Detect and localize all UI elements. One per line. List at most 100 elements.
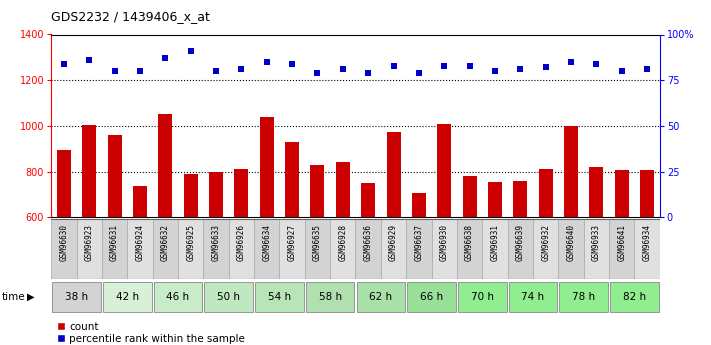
Legend: count, percentile rank within the sample: count, percentile rank within the sample bbox=[56, 322, 245, 344]
Bar bbox=[260, 117, 274, 217]
Text: GSM96927: GSM96927 bbox=[288, 224, 296, 260]
Bar bbox=[203, 219, 229, 279]
Bar bbox=[432, 219, 457, 279]
Bar bbox=[508, 219, 533, 279]
Text: GSM96632: GSM96632 bbox=[161, 224, 170, 260]
Text: 82 h: 82 h bbox=[623, 292, 646, 302]
Bar bbox=[508, 282, 557, 312]
Text: time: time bbox=[2, 292, 26, 302]
Bar bbox=[564, 126, 578, 217]
Text: GSM96930: GSM96930 bbox=[440, 224, 449, 260]
Bar bbox=[406, 219, 432, 279]
Bar bbox=[533, 219, 558, 279]
Text: GSM96640: GSM96640 bbox=[567, 224, 575, 260]
Text: GSM96637: GSM96637 bbox=[415, 224, 423, 260]
Bar bbox=[634, 219, 660, 279]
Text: 74 h: 74 h bbox=[521, 292, 545, 302]
Point bbox=[565, 59, 577, 65]
Bar bbox=[52, 282, 101, 312]
Text: GDS2232 / 1439406_x_at: GDS2232 / 1439406_x_at bbox=[51, 10, 210, 23]
Bar bbox=[609, 219, 634, 279]
Bar bbox=[558, 219, 584, 279]
Text: GSM96925: GSM96925 bbox=[186, 224, 195, 260]
Bar bbox=[305, 219, 330, 279]
Bar bbox=[589, 167, 604, 217]
Point bbox=[261, 59, 272, 65]
Bar bbox=[361, 183, 375, 217]
Text: GSM96929: GSM96929 bbox=[389, 224, 398, 260]
Bar bbox=[279, 219, 305, 279]
Point bbox=[515, 67, 526, 72]
Bar bbox=[381, 219, 406, 279]
Text: 38 h: 38 h bbox=[65, 292, 88, 302]
Point bbox=[134, 68, 146, 74]
Point bbox=[109, 68, 120, 74]
Bar bbox=[640, 170, 654, 217]
Text: GSM96636: GSM96636 bbox=[364, 224, 373, 260]
Bar bbox=[229, 219, 254, 279]
Bar bbox=[437, 124, 451, 217]
Bar bbox=[285, 142, 299, 217]
Bar bbox=[539, 169, 552, 217]
Text: 66 h: 66 h bbox=[420, 292, 443, 302]
Text: GSM96638: GSM96638 bbox=[465, 224, 474, 260]
Text: 50 h: 50 h bbox=[217, 292, 240, 302]
Text: GSM96631: GSM96631 bbox=[110, 224, 119, 260]
Bar bbox=[204, 282, 253, 312]
Bar bbox=[254, 219, 279, 279]
Bar bbox=[209, 171, 223, 217]
Text: GSM96639: GSM96639 bbox=[516, 224, 525, 260]
Bar bbox=[458, 282, 507, 312]
Point bbox=[464, 63, 475, 68]
Bar bbox=[513, 181, 528, 217]
Bar bbox=[82, 125, 96, 217]
Bar bbox=[356, 282, 405, 312]
Bar bbox=[153, 219, 178, 279]
Text: 58 h: 58 h bbox=[319, 292, 342, 302]
Bar bbox=[178, 219, 203, 279]
Bar bbox=[488, 182, 502, 217]
Bar bbox=[412, 193, 426, 217]
Text: GSM96934: GSM96934 bbox=[643, 224, 651, 260]
Bar bbox=[107, 135, 122, 217]
Bar bbox=[255, 282, 304, 312]
Bar bbox=[311, 165, 324, 217]
Bar bbox=[159, 115, 172, 217]
Point bbox=[337, 67, 348, 72]
Point bbox=[363, 70, 374, 76]
Bar bbox=[463, 176, 476, 217]
Point bbox=[84, 57, 95, 63]
Point bbox=[235, 67, 247, 72]
Bar bbox=[133, 187, 147, 217]
Point bbox=[489, 68, 501, 74]
Bar bbox=[407, 282, 456, 312]
Bar bbox=[387, 132, 400, 217]
Text: GSM96633: GSM96633 bbox=[212, 224, 220, 260]
Text: GSM96933: GSM96933 bbox=[592, 224, 601, 260]
Text: GSM96931: GSM96931 bbox=[491, 224, 499, 260]
Bar bbox=[183, 174, 198, 217]
Point bbox=[58, 61, 70, 67]
Bar bbox=[235, 169, 248, 217]
Text: GSM96928: GSM96928 bbox=[338, 224, 347, 260]
Point bbox=[311, 70, 323, 76]
Text: 54 h: 54 h bbox=[268, 292, 291, 302]
Text: GSM96932: GSM96932 bbox=[541, 224, 550, 260]
Point bbox=[591, 61, 602, 67]
Text: GSM96635: GSM96635 bbox=[313, 224, 322, 260]
Point bbox=[185, 48, 196, 54]
Point bbox=[540, 65, 552, 70]
Point bbox=[413, 70, 424, 76]
Text: 42 h: 42 h bbox=[116, 292, 139, 302]
Text: 70 h: 70 h bbox=[471, 292, 494, 302]
Text: GSM96924: GSM96924 bbox=[136, 224, 144, 260]
Bar bbox=[57, 150, 71, 217]
Bar bbox=[356, 219, 381, 279]
Bar bbox=[615, 170, 629, 217]
Text: GSM96923: GSM96923 bbox=[85, 224, 94, 260]
Bar bbox=[154, 282, 203, 312]
Bar bbox=[306, 282, 355, 312]
Text: GSM96630: GSM96630 bbox=[60, 224, 68, 260]
Bar bbox=[482, 219, 508, 279]
Text: 62 h: 62 h bbox=[369, 292, 392, 302]
